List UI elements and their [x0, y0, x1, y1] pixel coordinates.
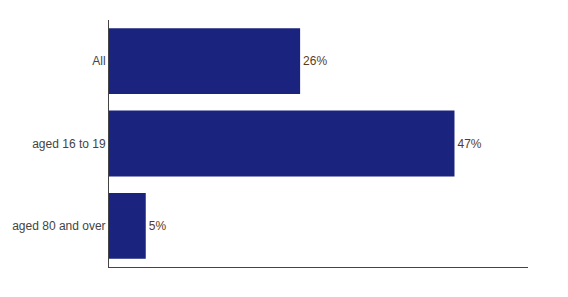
svg-text:47%: 47%: [457, 137, 481, 151]
svg-text:26%: 26%: [303, 54, 327, 68]
svg-text:aged 16 to 19: aged 16 to 19: [32, 137, 106, 151]
svg-text:All: All: [92, 54, 105, 68]
svg-text:aged 80 and over: aged 80 and over: [12, 219, 105, 233]
svg-text:5%: 5%: [149, 219, 167, 233]
